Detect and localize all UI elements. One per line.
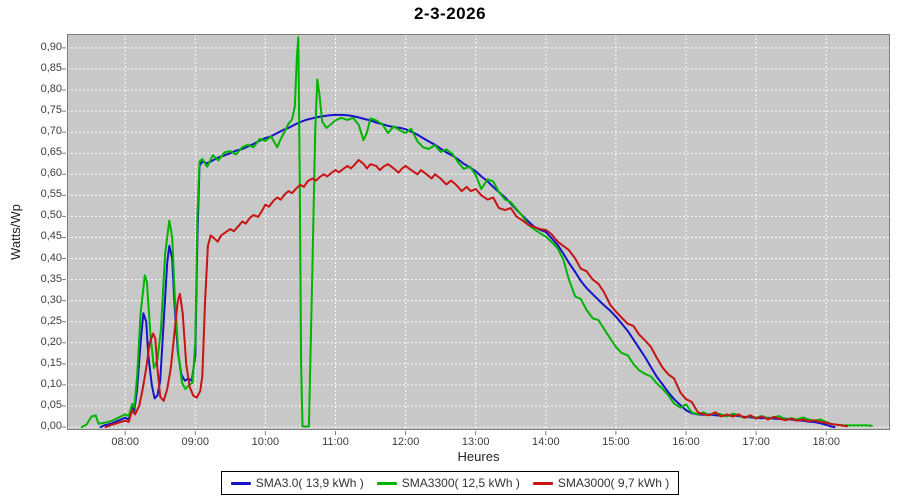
y-tick-label: 0,85 xyxy=(40,61,62,74)
y-tick-label: 0,80 xyxy=(40,83,62,96)
y-tick-label: 0,10 xyxy=(40,377,62,390)
y-tick-label: 0,25 xyxy=(40,314,62,327)
y-tick-label: 0,15 xyxy=(40,356,62,369)
x-tick-label: 09:00 xyxy=(181,436,210,448)
x-tick-label: 13:00 xyxy=(461,436,490,448)
chart-title: 2-3-2026 xyxy=(413,4,487,23)
x-tick-label: 15:00 xyxy=(602,436,630,448)
x-tick-label: 18:00 xyxy=(812,436,840,448)
y-tick-label: 0,05 xyxy=(40,398,62,411)
legend-label: SMA3.0( 13,9 kWh ) xyxy=(255,476,364,490)
plot-area xyxy=(62,34,890,435)
x-tick-label: 08:00 xyxy=(111,436,139,448)
legend-item-2: SMA3000( 9,7 kWh ) xyxy=(532,476,670,490)
x-axis-title: Heures xyxy=(457,449,500,464)
x-tick-label: 16:00 xyxy=(672,436,700,448)
legend-label: SMA3300( 12,5 kWh ) xyxy=(401,476,520,490)
y-tick-label: 0,90 xyxy=(40,40,62,53)
y-tick-label: 0,20 xyxy=(40,335,62,348)
legend-item-1: SMA3300( 12,5 kWh ) xyxy=(376,476,520,490)
plot-border xyxy=(67,34,890,430)
legend-line-marker xyxy=(230,481,251,485)
y-tick-label: 0,75 xyxy=(40,104,62,117)
y-tick-label: 0,35 xyxy=(40,272,62,285)
y-tick-label: 0,60 xyxy=(40,167,62,180)
legend: SMA3.0( 13,9 kWh ) SMA3300( 12,5 kWh ) SMA… xyxy=(0,471,900,495)
x-tick-label: 17:00 xyxy=(742,436,770,448)
y-tick-label: 0,65 xyxy=(40,146,62,159)
x-tick-label: 10:00 xyxy=(251,436,280,448)
series-line-2 xyxy=(104,159,849,429)
y-tick-label: 0,50 xyxy=(40,209,62,222)
y-tick-label: 0,45 xyxy=(40,230,62,243)
x-tick-label: 12:00 xyxy=(391,436,420,448)
y-tick-label: 0,30 xyxy=(40,293,62,306)
y-axis-title: Watts/Wp xyxy=(8,204,23,260)
legend-line-marker xyxy=(376,481,397,485)
y-tick-label: 0,70 xyxy=(40,125,62,138)
y-tick-label: 0,40 xyxy=(40,251,62,264)
legend-box: SMA3.0( 13,9 kWh ) SMA3300( 12,5 kWh ) SMA… xyxy=(220,471,680,495)
x-tick-label: 11:00 xyxy=(322,436,349,448)
x-tick-label: 14:00 xyxy=(532,436,560,448)
y-tick-label: 0,00 xyxy=(40,420,62,433)
legend-label: SMA3000( 9,7 kWh ) xyxy=(557,476,670,490)
legend-line-marker xyxy=(532,481,553,485)
y-tick-label: 0,55 xyxy=(40,188,62,201)
plot-background xyxy=(67,34,890,430)
legend-item-0: SMA3.0( 13,9 kWh ) xyxy=(230,476,364,490)
